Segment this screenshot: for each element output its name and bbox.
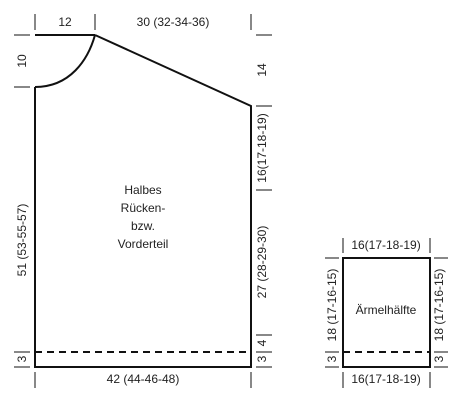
piece-label: Halbes (124, 183, 161, 197)
dimension-ticks (14, 14, 272, 388)
dim-label: 18 (17-16-15) (432, 269, 446, 342)
dim-label: 14 (255, 63, 269, 77)
dim-label: 3 (15, 355, 29, 362)
neckline (34, 34, 96, 88)
dim-label: 4 (255, 339, 269, 346)
dim-label: 16(17-18-19) (351, 238, 420, 252)
dim-label: 3 (325, 355, 339, 362)
dimension-ticks (325, 238, 448, 388)
dim-label: 42 (44-46-48) (107, 372, 180, 386)
piece-label: Ärmelhälfte (356, 303, 417, 317)
dim-label: 18 (17-16-15) (325, 269, 339, 342)
dim-label: 12 (58, 15, 72, 29)
dim-label: 10 (15, 54, 29, 68)
dim-label: 30 (32-34-36) (137, 15, 210, 29)
dim-label: 3 (432, 355, 446, 362)
piece-label: Vorderteil (118, 237, 169, 251)
piece-label: Rücken- (121, 201, 166, 215)
dim-label: 16(17-18-19) (351, 372, 420, 386)
piece-label: bzw. (131, 219, 155, 233)
body-outline (34, 34, 252, 368)
dim-label: 16(17-18-19) (255, 113, 269, 182)
dim-label: 51 (53-55-57) (15, 204, 29, 277)
dim-label: 3 (255, 355, 269, 362)
dim-label: 27 (28-29-30) (255, 226, 269, 299)
sleeve-outline (342, 257, 431, 368)
